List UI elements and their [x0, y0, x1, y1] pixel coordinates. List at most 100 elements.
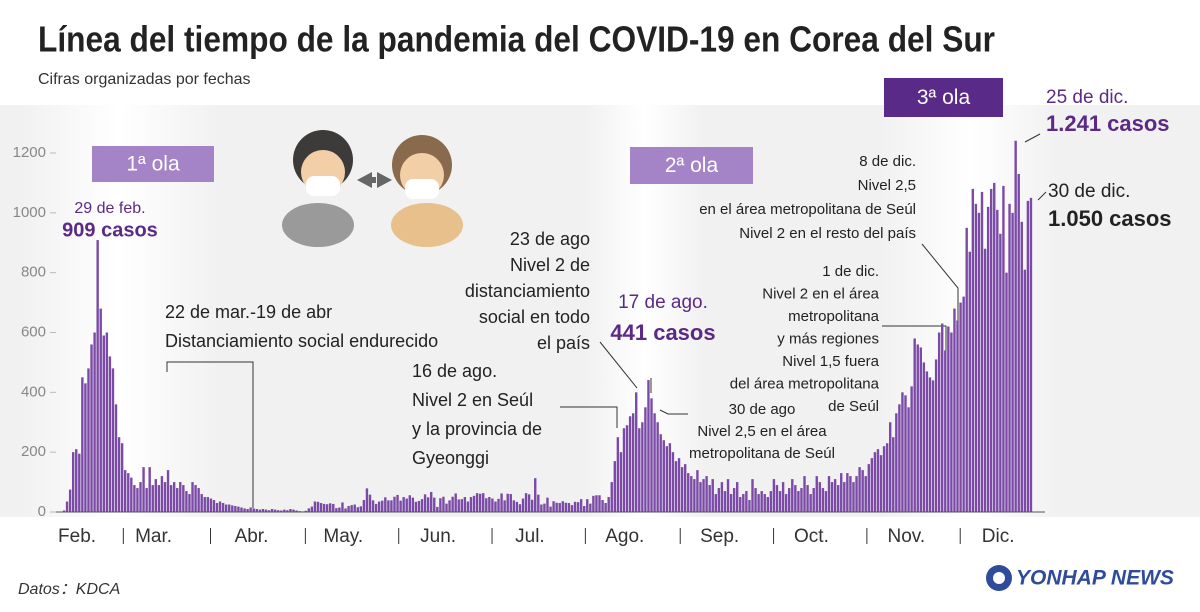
bar	[898, 404, 901, 512]
annotation: del área metropolitana	[730, 375, 880, 392]
bar	[589, 503, 592, 512]
bar	[1020, 221, 1023, 512]
wave-label: 1ª ola	[126, 153, 180, 176]
bar	[426, 497, 430, 512]
bar	[901, 392, 904, 512]
bar	[108, 356, 112, 512]
bar	[139, 482, 142, 512]
bar	[778, 491, 782, 512]
source: Datos：KDCA	[18, 581, 120, 598]
bar	[436, 506, 439, 512]
bar	[393, 496, 396, 512]
bar	[142, 467, 145, 512]
bar	[469, 497, 473, 512]
bar	[549, 506, 552, 512]
bar	[821, 488, 825, 512]
bar	[365, 488, 369, 512]
bar	[843, 482, 846, 512]
bar	[475, 493, 479, 512]
bar	[680, 467, 684, 512]
bar	[154, 479, 157, 512]
bar	[402, 497, 405, 512]
bar	[270, 509, 274, 512]
annotation: Nivel 2 en el área	[762, 285, 879, 302]
wave-box	[884, 78, 1003, 117]
bar	[120, 443, 124, 512]
bar	[212, 500, 216, 512]
bar	[68, 489, 72, 512]
annotation: 30 de dic.	[1048, 181, 1130, 202]
bar	[111, 368, 115, 512]
bar	[711, 479, 714, 512]
bar	[628, 416, 632, 512]
bar	[659, 434, 662, 512]
bar	[928, 377, 932, 512]
bar	[885, 443, 889, 512]
bar	[699, 482, 702, 512]
bar	[307, 508, 310, 512]
bar	[130, 477, 133, 512]
y-tick-label: 600	[21, 323, 46, 340]
annotation: y más regiones	[777, 330, 879, 347]
bar	[873, 452, 877, 512]
bar	[252, 508, 255, 512]
x-tick-label: Jul.	[515, 526, 545, 547]
bar	[971, 188, 975, 512]
bar	[255, 509, 258, 512]
bar	[249, 507, 252, 512]
bar	[350, 505, 353, 512]
bar	[619, 452, 623, 512]
bar	[454, 493, 457, 512]
bar	[292, 509, 295, 512]
bar	[867, 464, 870, 512]
bar	[145, 488, 148, 512]
bar	[674, 461, 678, 512]
bar	[696, 470, 699, 512]
x-tick-label: Sep.	[700, 526, 739, 547]
annotation: 909 casos	[62, 219, 158, 241]
bar	[895, 413, 898, 512]
bar	[705, 476, 708, 512]
bar	[736, 482, 739, 512]
bar	[368, 494, 372, 512]
bar	[341, 502, 344, 512]
bar	[1029, 197, 1033, 512]
bar	[521, 498, 525, 512]
bar	[289, 509, 292, 512]
bar	[766, 497, 769, 512]
bar	[524, 493, 528, 512]
bar	[338, 507, 341, 512]
bar	[993, 182, 996, 512]
bar	[616, 437, 620, 512]
bar	[815, 476, 818, 512]
bar	[576, 502, 580, 512]
bar	[803, 476, 806, 512]
bar	[316, 501, 320, 512]
bar	[613, 461, 616, 512]
bar	[861, 470, 864, 512]
bar	[959, 302, 962, 512]
bar	[638, 428, 641, 512]
bar	[784, 494, 788, 512]
bar	[353, 504, 356, 512]
bar	[916, 344, 919, 512]
bar	[537, 494, 540, 512]
annotation: Nivel 2 en Seúl	[412, 390, 533, 410]
bar	[904, 395, 907, 512]
bar	[974, 203, 978, 512]
bar	[567, 503, 571, 512]
bar	[754, 488, 757, 512]
bar	[644, 407, 647, 512]
bar	[172, 482, 176, 512]
annotation: 8 de dic.	[859, 153, 916, 170]
bar	[332, 503, 335, 512]
bar	[218, 501, 222, 512]
annotation: 17 de ago.	[618, 292, 708, 313]
bar	[668, 443, 672, 512]
bar	[794, 485, 797, 512]
bar	[442, 496, 445, 512]
bar	[601, 500, 604, 512]
bar	[96, 240, 99, 512]
wave-box	[92, 146, 214, 182]
bar	[882, 446, 886, 512]
